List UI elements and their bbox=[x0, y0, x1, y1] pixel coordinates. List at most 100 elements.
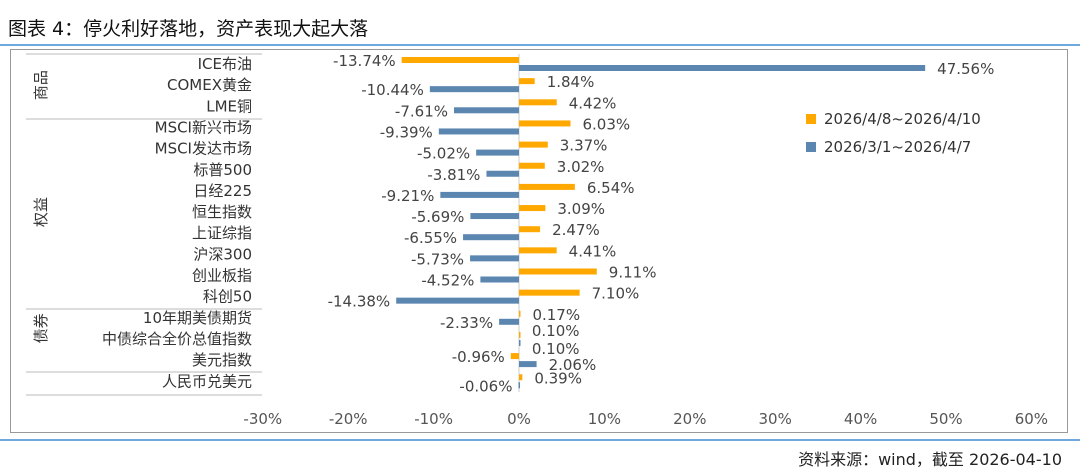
bar-prior bbox=[440, 191, 519, 198]
group-label: 商品 bbox=[32, 70, 50, 100]
data-label: 4.41% bbox=[569, 242, 617, 260]
bar-recent bbox=[519, 331, 521, 338]
bar-recent bbox=[519, 226, 541, 233]
category-label: 标普500 bbox=[193, 161, 252, 179]
group-label: 权益 bbox=[32, 197, 50, 227]
bar-recent bbox=[519, 183, 575, 190]
footer-divider bbox=[0, 439, 1080, 441]
x-tick-label: 0% bbox=[507, 410, 531, 428]
bar-recent bbox=[519, 268, 597, 275]
bar-prior bbox=[396, 297, 519, 304]
data-label: -7.61% bbox=[395, 102, 448, 120]
data-label: 0.10% bbox=[532, 340, 580, 358]
category-label: COMEX黄金 bbox=[167, 76, 252, 94]
bar-prior bbox=[519, 361, 537, 368]
bar-prior bbox=[470, 255, 519, 262]
data-label: -4.52% bbox=[421, 272, 474, 290]
category-label: 沪深300 bbox=[193, 245, 252, 263]
bar-prior bbox=[486, 170, 519, 177]
group-label: 债券 bbox=[32, 313, 50, 343]
bar-recent bbox=[519, 120, 571, 127]
data-label: -3.81% bbox=[427, 166, 480, 184]
category-label: MSCI新兴市场 bbox=[155, 118, 252, 136]
data-label: 9.11% bbox=[609, 264, 657, 282]
bar-prior bbox=[499, 318, 519, 325]
data-label: -9.21% bbox=[381, 187, 434, 205]
bar-prior bbox=[519, 339, 521, 346]
data-label: -0.96% bbox=[452, 348, 505, 366]
bar-recent bbox=[519, 310, 521, 317]
bar-prior bbox=[470, 213, 519, 220]
data-label: 0.10% bbox=[532, 322, 580, 340]
data-label: -9.39% bbox=[380, 123, 433, 141]
category-label: 10年期美债期货 bbox=[143, 309, 252, 327]
x-tick-label: -30% bbox=[243, 410, 282, 428]
category-label: 中债综合全价总值指数 bbox=[102, 330, 252, 348]
category-label: 美元指数 bbox=[192, 351, 252, 369]
data-label: 4.42% bbox=[569, 94, 617, 112]
title-divider bbox=[0, 44, 1080, 46]
legend-swatch bbox=[806, 142, 816, 152]
x-tick-label: 60% bbox=[1015, 410, 1048, 428]
category-label: 恒生指数 bbox=[192, 203, 252, 221]
x-tick-label: -10% bbox=[414, 410, 453, 428]
category-label: ICE布油 bbox=[198, 55, 252, 73]
bar-prior bbox=[480, 276, 519, 283]
legend-label: 2026/3/1~2026/4/7 bbox=[824, 138, 971, 156]
category-label: 上证综指 bbox=[192, 224, 252, 242]
bar-recent bbox=[519, 99, 557, 106]
data-label: 3.02% bbox=[557, 158, 605, 176]
data-label: -5.02% bbox=[417, 145, 470, 163]
data-label: -13.74% bbox=[333, 52, 396, 70]
bar-recent bbox=[401, 57, 519, 63]
category-label: 日经225 bbox=[193, 182, 252, 200]
bar-recent bbox=[519, 141, 548, 148]
bar-recent bbox=[519, 374, 523, 381]
bar-prior bbox=[476, 149, 519, 156]
bar-prior bbox=[429, 86, 519, 93]
bar-recent bbox=[519, 247, 557, 254]
data-label: 6.03% bbox=[582, 115, 630, 133]
data-label: -10.44% bbox=[361, 81, 424, 99]
data-label: 3.37% bbox=[560, 137, 608, 155]
bar-recent bbox=[519, 289, 580, 296]
data-label: 0.39% bbox=[534, 369, 582, 387]
data-label: 1.84% bbox=[547, 73, 595, 91]
bar-recent bbox=[519, 162, 545, 169]
category-label: 科创50 bbox=[203, 288, 252, 306]
source-note: 资料来源：wind，截至 2026-04-10 bbox=[798, 450, 1062, 468]
category-label: 创业板指 bbox=[192, 267, 252, 285]
data-label: 7.10% bbox=[592, 285, 640, 303]
bar-recent bbox=[519, 205, 546, 212]
x-tick-label: -20% bbox=[329, 410, 368, 428]
bar-prior bbox=[518, 382, 520, 389]
bar-prior bbox=[519, 65, 926, 71]
data-label: -6.55% bbox=[404, 229, 457, 247]
x-tick-label: 30% bbox=[759, 410, 792, 428]
data-label: -14.38% bbox=[328, 293, 391, 311]
data-label: 3.09% bbox=[557, 200, 605, 218]
x-tick-label: 10% bbox=[588, 410, 621, 428]
data-label: -0.06% bbox=[459, 377, 512, 395]
data-label: -5.69% bbox=[411, 208, 464, 226]
bar-prior bbox=[454, 107, 519, 114]
data-label: -2.33% bbox=[440, 314, 493, 332]
legend-swatch bbox=[806, 114, 816, 124]
figure-title: 图表 4：停火利好落地，资产表现大起大落 bbox=[8, 18, 369, 40]
data-label: 2.06% bbox=[549, 356, 597, 374]
legend-label: 2026/4/8~2026/4/10 bbox=[824, 110, 981, 128]
data-label: 0.17% bbox=[532, 306, 580, 324]
data-label: -5.73% bbox=[411, 250, 464, 268]
bar-prior bbox=[463, 234, 519, 241]
chart-frame bbox=[10, 49, 1068, 433]
category-label: LME铜 bbox=[206, 97, 252, 115]
category-label: MSCI发达市场 bbox=[155, 140, 252, 158]
data-label: 2.47% bbox=[552, 221, 600, 239]
data-label: 47.56% bbox=[937, 60, 994, 78]
x-tick-label: 40% bbox=[844, 410, 877, 428]
bar-prior bbox=[438, 128, 519, 135]
bar-recent bbox=[519, 78, 535, 85]
x-tick-label: 50% bbox=[929, 410, 962, 428]
